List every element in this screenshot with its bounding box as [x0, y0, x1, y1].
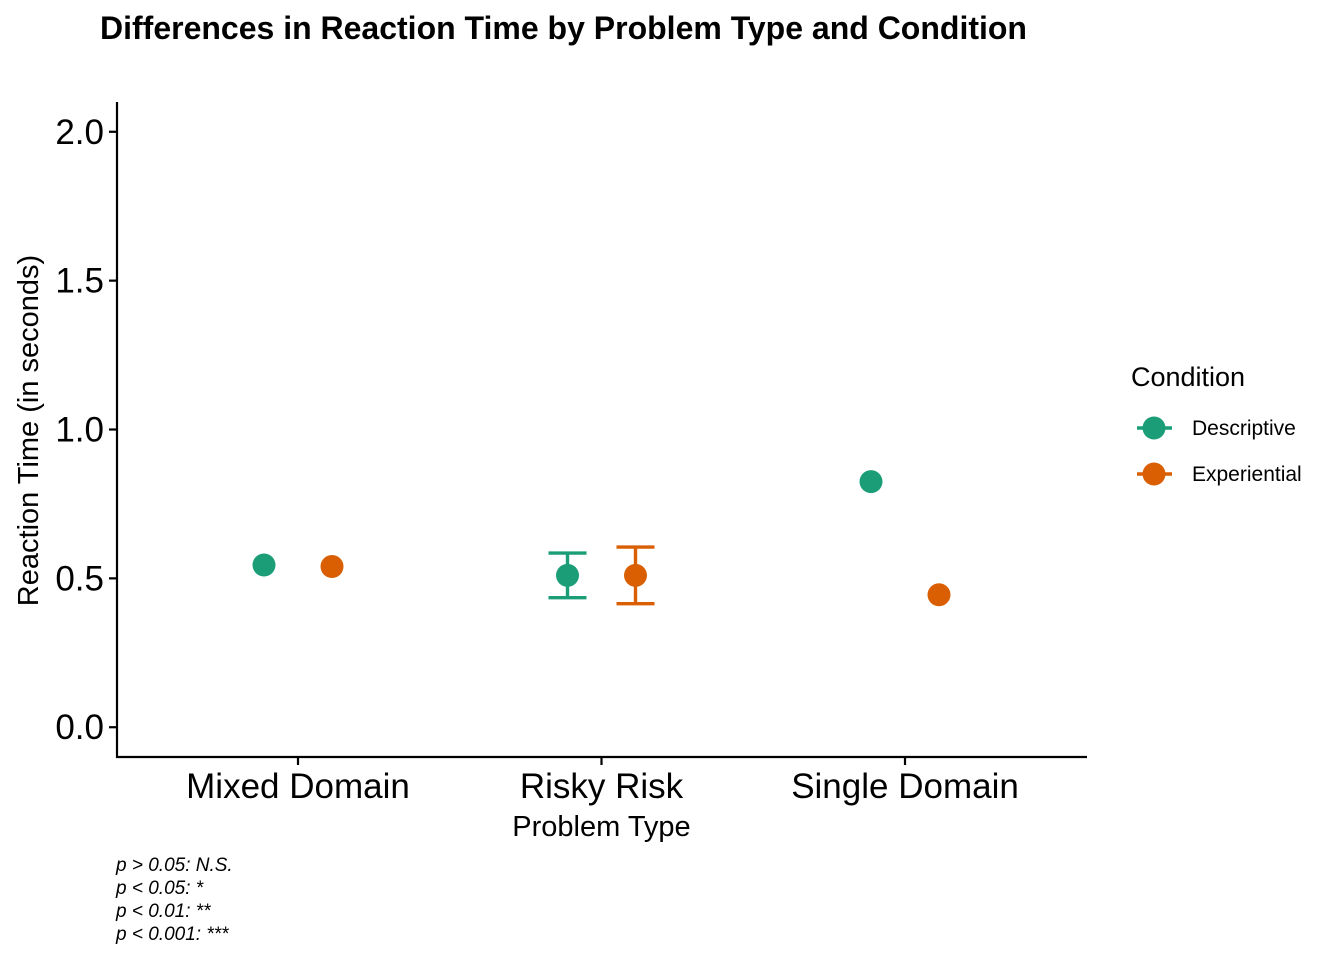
- legend-key-point: [1142, 462, 1166, 486]
- data-point: [927, 583, 951, 607]
- x-tick-label: Risky Risk: [520, 767, 684, 806]
- y-tick-label: 1.5: [55, 262, 104, 301]
- chart-title: Differences in Reaction Time by Problem …: [100, 10, 1027, 46]
- x-tick-label: Mixed Domain: [186, 767, 410, 806]
- y-tick-label: 0.0: [55, 708, 104, 747]
- caption-line: p > 0.05: N.S.: [115, 855, 233, 876]
- legend-key-point: [1142, 416, 1166, 440]
- y-tick-label: 1.0: [55, 411, 104, 450]
- y-tick-label: 0.5: [55, 559, 104, 598]
- x-axis-ticks: Mixed Domain Risky Risk Single Domain: [186, 757, 1019, 806]
- data-point: [320, 554, 344, 578]
- x-axis-label: Problem Type: [512, 811, 690, 843]
- y-tick-label: 2.0: [55, 113, 104, 152]
- data-point: [252, 553, 276, 577]
- data-marks: [252, 470, 951, 607]
- caption-line: p < 0.05: *: [115, 878, 204, 899]
- legend-label: Experiential: [1192, 463, 1302, 486]
- legend: Condition Descriptive Experiential: [1131, 362, 1302, 486]
- caption-line: p < 0.01: **: [115, 901, 211, 922]
- caption-line: p < 0.001: ***: [115, 924, 229, 945]
- significance-caption: p > 0.05: N.S.p < 0.05: *p < 0.01: **p <…: [115, 855, 233, 945]
- legend-title: Condition: [1131, 362, 1245, 392]
- y-axis-label: Reaction Time (in seconds): [13, 255, 45, 606]
- axes: [115, 102, 1087, 759]
- data-point: [556, 563, 579, 587]
- legend-label: Descriptive: [1192, 417, 1296, 440]
- x-tick-label: Single Domain: [791, 767, 1019, 806]
- y-axis-ticks: 0.0 0.5 1.0 1.5 2.0: [55, 113, 117, 747]
- data-point: [859, 470, 883, 494]
- data-point: [624, 563, 647, 587]
